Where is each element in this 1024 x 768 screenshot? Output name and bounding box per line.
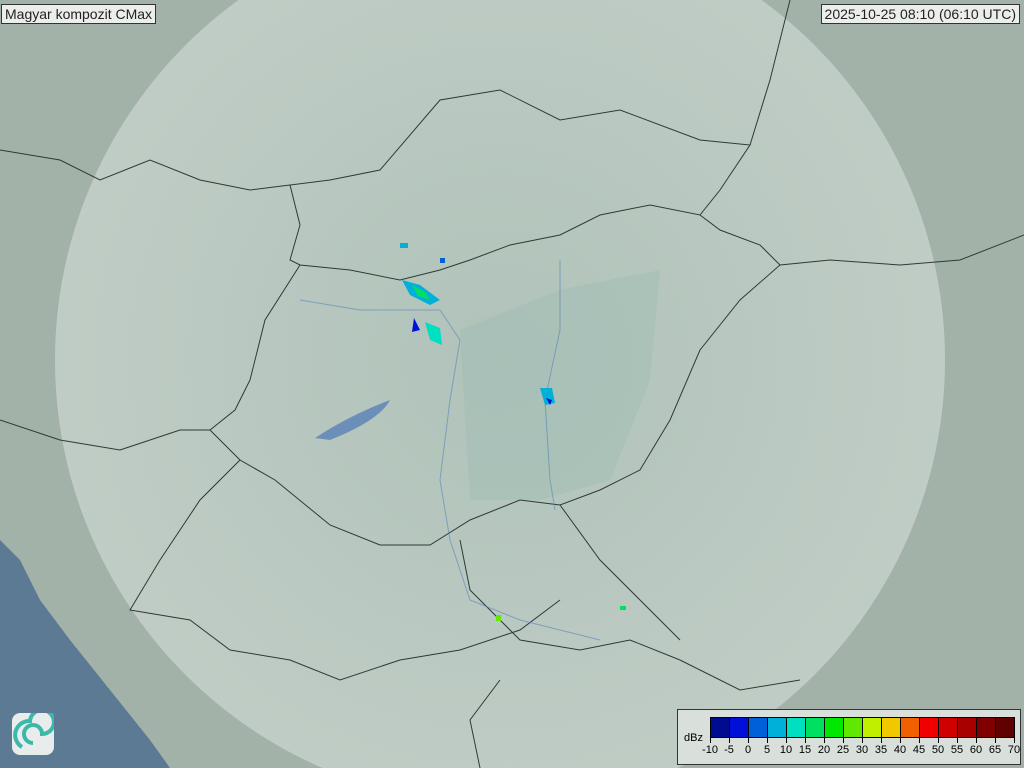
tick-mark (805, 738, 806, 743)
color-swatch (806, 718, 825, 737)
color-scale (710, 717, 1015, 738)
tick-mark (862, 738, 863, 743)
tick-mark (748, 738, 749, 743)
tick-label: 0 (744, 744, 752, 756)
tick-label: 35 (874, 744, 888, 756)
tick-label: 40 (893, 744, 907, 756)
color-swatch (939, 718, 958, 737)
color-swatch (768, 718, 787, 737)
tick-mark (786, 738, 787, 743)
tick-mark (1014, 738, 1015, 743)
tick-label: -5 (724, 744, 734, 756)
timestamp: 2025-10-25 08:10 (06:10 UTC) (820, 4, 1020, 24)
color-swatch (958, 718, 977, 737)
tick-mark (900, 738, 901, 743)
tick-label: 70 (1007, 744, 1021, 756)
tick-label: 65 (988, 744, 1002, 756)
radar-echoes (400, 243, 626, 621)
tick-label: 20 (817, 744, 831, 756)
dbz-legend: dBz -10 -5 0 5 10 15 20 25 30 35 40 45 50 55 60 65 70 (677, 709, 1021, 765)
tick-mark (881, 738, 882, 743)
product-title: Magyar kompozit CMax (1, 4, 157, 24)
tick-mark (976, 738, 977, 743)
color-swatch (749, 718, 768, 737)
tick-mark (938, 738, 939, 743)
tick-mark (767, 738, 768, 743)
omsz-swirl-logo (12, 708, 56, 755)
tick-mark (919, 738, 920, 743)
color-swatch (977, 718, 996, 737)
color-swatch (711, 718, 730, 737)
tick-label: 15 (798, 744, 812, 756)
color-swatch (730, 718, 749, 737)
legend-ticks: -10 -5 0 5 10 15 20 25 30 35 40 45 50 55 60 65 70 (702, 738, 1020, 762)
swirl-icon (13, 708, 56, 749)
tick-mark (843, 738, 844, 743)
tick-mark (995, 738, 996, 743)
tick-label: 55 (950, 744, 964, 756)
tick-label: 30 (855, 744, 869, 756)
tick-label: 45 (912, 744, 926, 756)
adriatic-sea (0, 540, 170, 768)
tick-label: 25 (836, 744, 850, 756)
legend-unit: dBz (684, 732, 703, 744)
great-plain (460, 270, 660, 500)
tick-label: 60 (969, 744, 983, 756)
lake-balaton (315, 400, 390, 440)
color-swatch (844, 718, 863, 737)
color-swatch (825, 718, 844, 737)
tick-label: 5 (763, 744, 771, 756)
tick-mark (729, 738, 730, 743)
tick-label: 50 (931, 744, 945, 756)
color-swatch (920, 718, 939, 737)
tick-mark (710, 738, 711, 743)
tick-label: -10 (702, 744, 718, 756)
tick-mark (824, 738, 825, 743)
color-swatch (863, 718, 882, 737)
color-swatch (996, 718, 1014, 737)
tick-label: 10 (779, 744, 793, 756)
color-swatch (787, 718, 806, 737)
tick-mark (957, 738, 958, 743)
color-swatch (882, 718, 901, 737)
color-swatch (901, 718, 920, 737)
